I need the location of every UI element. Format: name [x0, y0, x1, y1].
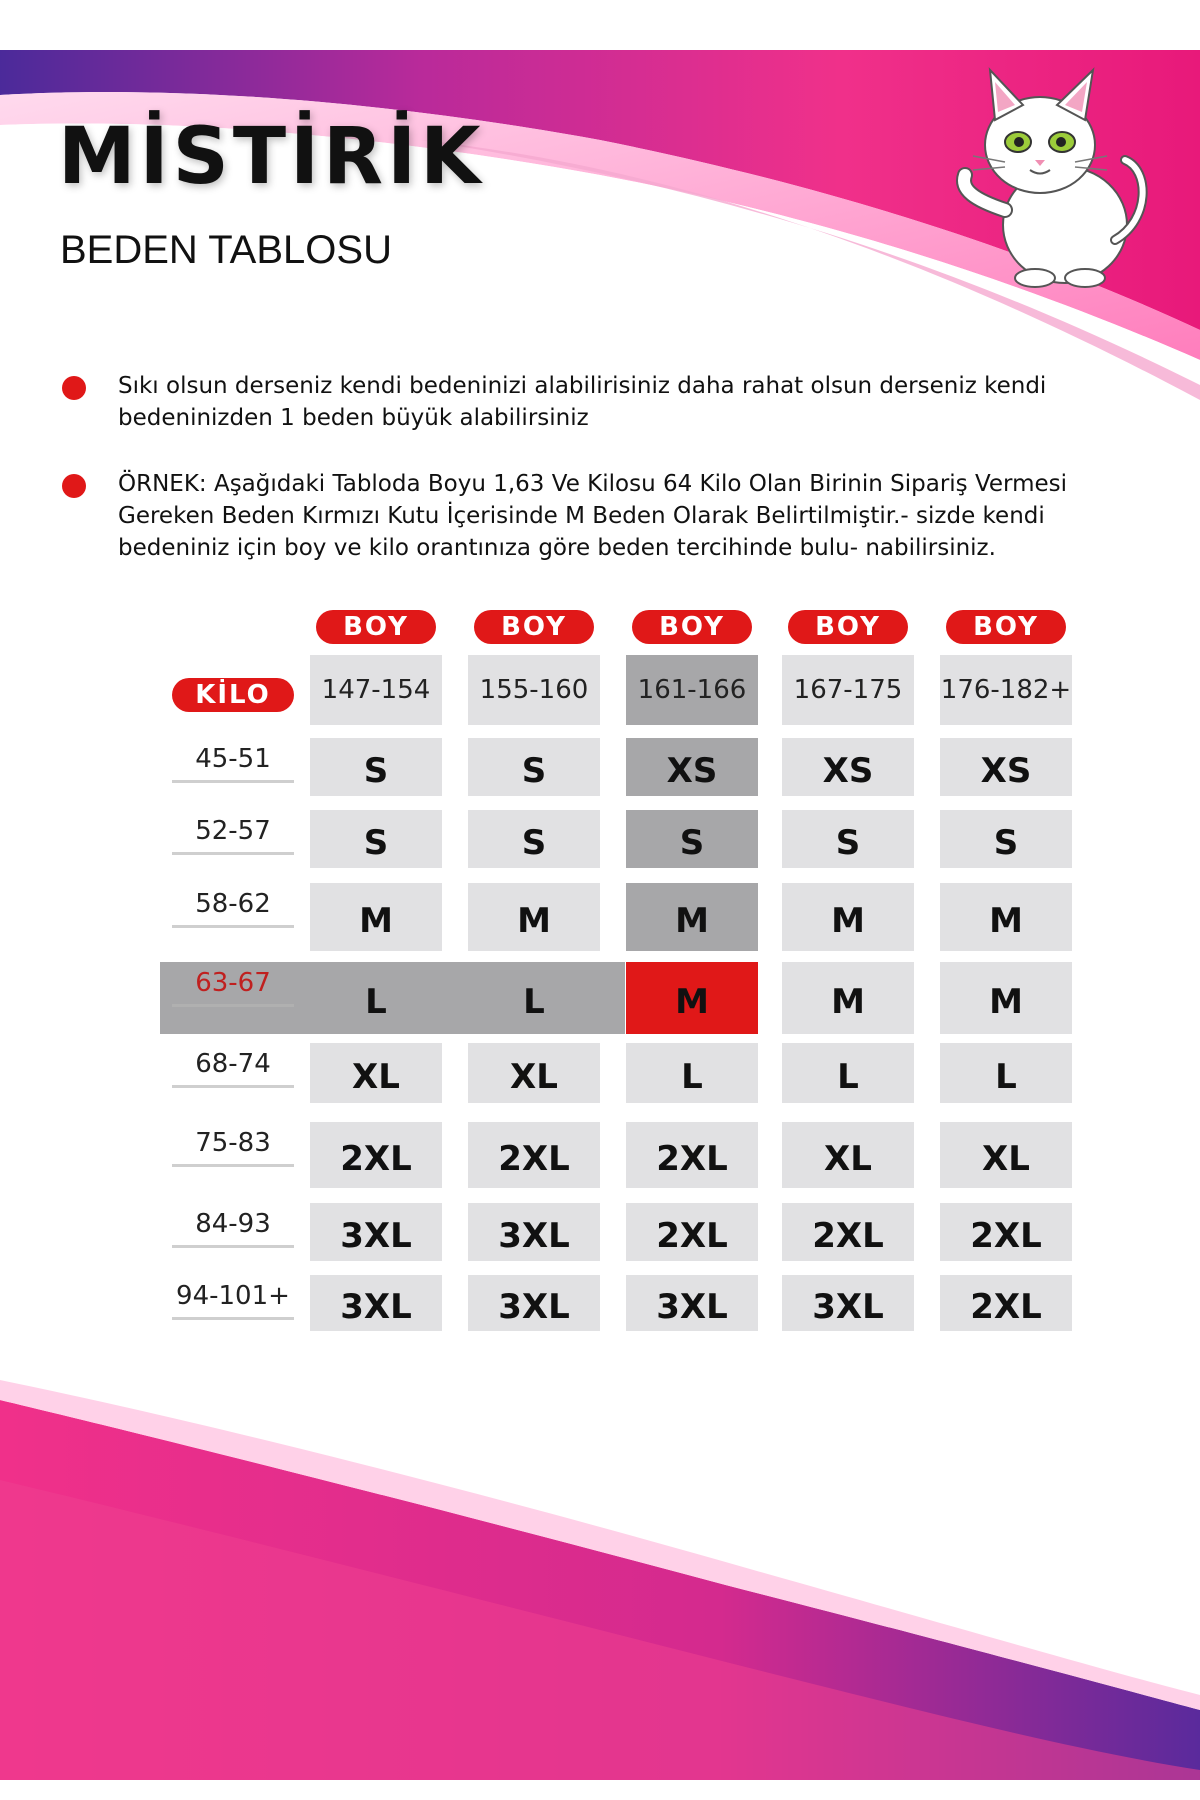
- size-cell: L: [940, 1043, 1072, 1103]
- size-cell: M: [782, 883, 914, 951]
- size-cell: L: [310, 962, 442, 1034]
- size-cell: 2XL: [310, 1122, 442, 1188]
- note-item: ÖRNEK: Aşağıdaki Tabloda Boyu 1,63 Ve Ki…: [58, 468, 1138, 564]
- page-subtitle: BEDEN TABLOSU: [60, 228, 392, 272]
- note-text: Sıkı olsun derseniz kendi bedeninizi ala…: [118, 373, 1047, 431]
- size-cell: M: [940, 962, 1072, 1034]
- size-cell: 3XL: [782, 1275, 914, 1331]
- weight-range-label: 52-57: [172, 816, 294, 855]
- weight-range-label: 45-51: [172, 744, 294, 783]
- size-cell: L: [782, 1043, 914, 1103]
- size-cell: S: [626, 810, 758, 868]
- height-range-cell: 147-154: [310, 655, 442, 725]
- height-range-cell: 176-182+: [940, 655, 1072, 725]
- size-cell: 3XL: [310, 1275, 442, 1331]
- size-cell: 2XL: [626, 1122, 758, 1188]
- size-cell: S: [940, 810, 1072, 868]
- weight-range-label: 94-101+: [172, 1281, 294, 1320]
- height-range-cell: 161-166: [626, 655, 758, 725]
- size-cell: XS: [940, 738, 1072, 796]
- size-cell: S: [310, 810, 442, 868]
- note-text: ÖRNEK: Aşağıdaki Tabloda Boyu 1,63 Ve Ki…: [118, 471, 1068, 561]
- bullet-dot-icon: [62, 474, 86, 498]
- weight-range-label: 63-67: [172, 968, 294, 1007]
- size-cell: M: [940, 883, 1072, 951]
- size-cell: S: [468, 738, 600, 796]
- size-notes: Sıkı olsun derseniz kendi bedeninizi ala…: [58, 370, 1138, 598]
- boy-header-badge: BOY: [474, 610, 594, 644]
- height-range-cell: 167-175: [782, 655, 914, 725]
- boy-header-badge: BOY: [788, 610, 908, 644]
- size-cell: S: [468, 810, 600, 868]
- size-cell: XL: [940, 1122, 1072, 1188]
- boy-header-badge: BOY: [946, 610, 1066, 644]
- size-cell: 2XL: [782, 1203, 914, 1261]
- weight-range-label: 84-93: [172, 1209, 294, 1248]
- size-cell: 2XL: [626, 1203, 758, 1261]
- weight-range-label: 68-74: [172, 1049, 294, 1088]
- size-cell: 3XL: [310, 1203, 442, 1261]
- size-cell: XS: [782, 738, 914, 796]
- size-cell: 3XL: [468, 1203, 600, 1261]
- size-cell: XL: [782, 1122, 914, 1188]
- bullet-dot-icon: [62, 376, 86, 400]
- size-cell: M: [782, 962, 914, 1034]
- boy-header-badge: BOY: [316, 610, 436, 644]
- kilo-header-badge: KİLO: [172, 678, 294, 712]
- size-cell: 2XL: [940, 1275, 1072, 1331]
- size-cell: M: [468, 883, 600, 951]
- boy-header-badge: BOY: [632, 610, 752, 644]
- weight-range-label: 58-62: [172, 889, 294, 928]
- size-cell: XL: [468, 1043, 600, 1103]
- size-cell: 2XL: [468, 1122, 600, 1188]
- note-item: Sıkı olsun derseniz kendi bedeninizi ala…: [58, 370, 1138, 434]
- brand-logo: MİSTİRİK: [58, 112, 485, 202]
- size-cell: XS: [626, 738, 758, 796]
- weight-range-label: 75-83: [172, 1128, 294, 1167]
- size-cell: M: [310, 883, 442, 951]
- size-cell: S: [310, 738, 442, 796]
- cat-illustration: [956, 67, 1148, 288]
- size-cell: XL: [310, 1043, 442, 1103]
- size-cell: M: [626, 962, 758, 1034]
- size-cell: L: [468, 962, 600, 1034]
- size-cell: M: [626, 883, 758, 951]
- height-range-cell: 155-160: [468, 655, 600, 725]
- size-cell: 2XL: [940, 1203, 1072, 1261]
- size-cell: S: [782, 810, 914, 868]
- size-cell: 3XL: [626, 1275, 758, 1331]
- size-cell: 3XL: [468, 1275, 600, 1331]
- size-cell: L: [626, 1043, 758, 1103]
